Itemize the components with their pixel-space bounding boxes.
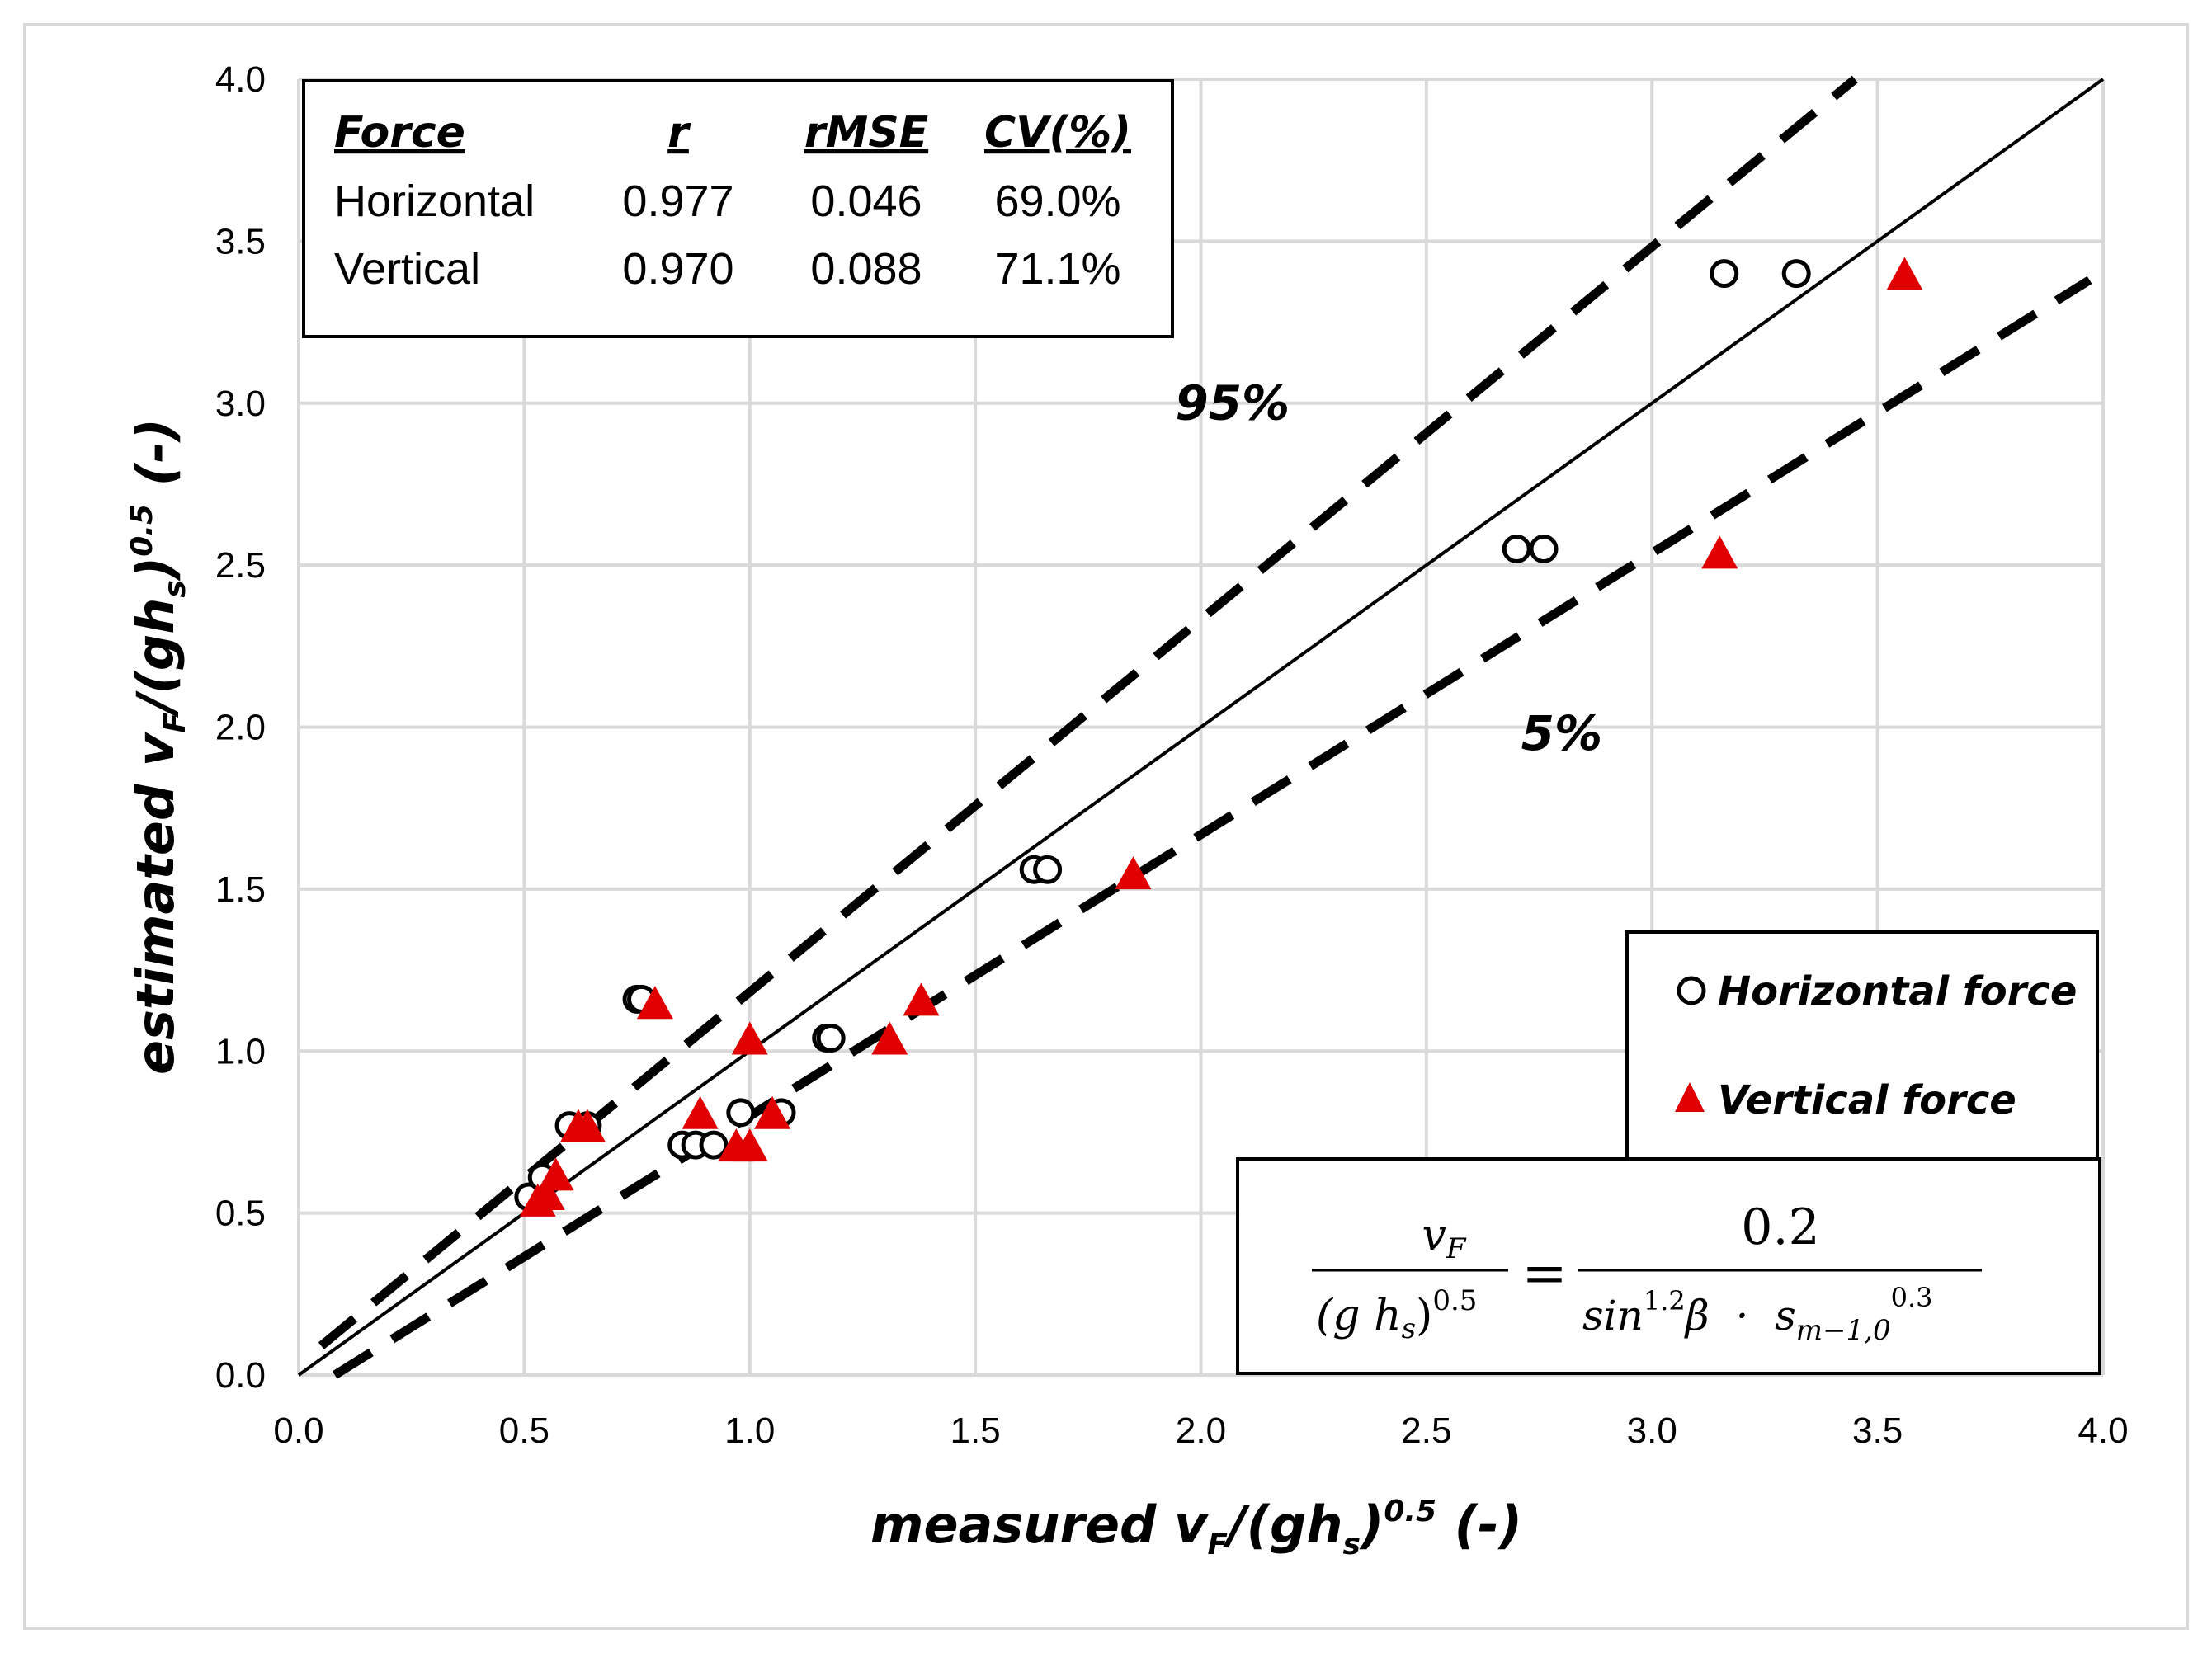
band-label-5: 5% <box>1521 705 1602 761</box>
y-tick-label-8: 4.0 <box>215 59 266 100</box>
legend-marker-horizontal <box>1677 976 1706 1005</box>
line-95pct <box>318 75 1858 1349</box>
y-tick-label-1: 0.5 <box>215 1194 266 1234</box>
stats-row-vertical-rmse: 0.088 <box>810 244 922 294</box>
x-tick-label-7: 3.5 <box>1852 1410 1903 1451</box>
point-vertical-13 <box>1115 856 1152 890</box>
x-tick-label-1: 0.5 <box>499 1410 549 1451</box>
y-tick-label-6: 3.0 <box>215 384 266 424</box>
stats-row-horizontal-cv: 69.0% <box>994 177 1120 226</box>
stats-table-frame <box>302 79 1174 338</box>
y-axis-title: estimated vF/(ghs)0.5 (-) <box>125 418 192 1075</box>
stats-row-vertical-cv: 71.1% <box>994 244 1120 294</box>
line-identity <box>297 78 2105 1377</box>
point-horizontal-16 <box>1529 534 1559 563</box>
stats-header-rmse: rMSE <box>804 108 928 158</box>
line-5pct <box>332 276 2092 1379</box>
legend-frame <box>1625 930 2099 1165</box>
x-tick-label-3: 1.5 <box>950 1410 1001 1451</box>
y-tick-label-2: 1.0 <box>215 1031 266 1071</box>
point-vertical-4 <box>568 1109 606 1142</box>
y-tick-label-5: 2.5 <box>215 545 266 586</box>
legend: Horizontal force Vertical force <box>1625 930 2099 1165</box>
x-tick-label-6: 3.0 <box>1627 1410 1677 1451</box>
legend-label-vertical: Vertical force <box>1718 1077 2016 1123</box>
point-vertical-11 <box>871 1021 908 1055</box>
point-vertical-14 <box>1701 535 1738 569</box>
formula-lhs-numerator: vF <box>1422 1211 1467 1265</box>
y-tick-label-3: 1.5 <box>215 869 266 910</box>
x-tick-label-0: 0.0 <box>273 1410 323 1451</box>
stats-row-horizontal-rmse: 0.046 <box>810 177 922 226</box>
tick-labels: 0.0 0.5 1.0 1.5 2.0 2.5 3.0 3.5 4.0 0.0 0.5 1.0 1.5 2… <box>215 59 2129 1451</box>
stats-table: Force r rMSE CV(%) Horizontal 0.977 0.04… <box>302 79 1174 338</box>
formula-equals: = <box>1521 1241 1567 1305</box>
band-label-95: 95% <box>1175 374 1290 431</box>
x-tick-label-4: 2.0 <box>1176 1410 1226 1451</box>
point-vertical-2 <box>537 1157 574 1191</box>
y-tick-label-0: 0.0 <box>215 1355 266 1396</box>
y-tick-label-7: 3.5 <box>215 221 266 261</box>
formula-rhs-denominator: sin1.2β · sm−1,00.3 <box>1582 1282 1933 1347</box>
point-vertical-15 <box>1886 257 1923 290</box>
point-horizontal-8 <box>699 1130 729 1160</box>
point-horizontal-12 <box>816 1024 846 1053</box>
formula-box: vF (g hs)0.5 = 0.2 sin1.2β · sm−1,00.3 <box>1236 1157 2101 1375</box>
x-axis-title: measured vF/(ghs)0.5 (-) <box>870 1495 1522 1561</box>
data-points <box>514 257 1923 1217</box>
point-vertical-8 <box>731 1128 768 1162</box>
y-tick-label-4: 2.0 <box>215 708 266 748</box>
reference-lines <box>297 75 2105 1379</box>
legend-label-horizontal: Horizontal force <box>1718 968 2077 1015</box>
formula-rhs-numerator: 0.2 <box>1741 1199 1819 1256</box>
point-horizontal-9 <box>726 1098 756 1128</box>
x-tick-label-8: 4.0 <box>2078 1410 2128 1451</box>
point-horizontal-18 <box>1781 259 1811 289</box>
point-vertical-1 <box>528 1176 565 1210</box>
formula-frame <box>1236 1157 2101 1375</box>
x-tick-label-5: 2.5 <box>1401 1410 1451 1451</box>
legend-marker-vertical <box>1675 1082 1705 1112</box>
point-horizontal-17 <box>1710 259 1739 289</box>
point-vertical-6 <box>682 1095 719 1129</box>
point-vertical-12 <box>903 982 940 1016</box>
stats-row-horizontal-name: Horizontal <box>334 177 535 226</box>
stats-row-horizontal-r: 0.977 <box>622 177 733 226</box>
point-horizontal-14 <box>1033 855 1063 884</box>
point-vertical-5 <box>636 986 673 1020</box>
point-vertical-10 <box>754 1095 791 1129</box>
stats-row-vertical-r: 0.970 <box>622 244 733 294</box>
stats-header-r: r <box>667 108 691 158</box>
stats-header-cv: CV(%) <box>984 108 1131 158</box>
point-horizontal-15 <box>1502 534 1531 563</box>
x-tick-label-2: 1.0 <box>724 1410 775 1451</box>
formula-lhs-denominator: (g hs)0.5 <box>1316 1284 1477 1345</box>
stats-header-force: Force <box>334 108 465 158</box>
stats-row-vertical-name: Vertical <box>334 244 480 294</box>
point-vertical-9 <box>731 1021 768 1055</box>
